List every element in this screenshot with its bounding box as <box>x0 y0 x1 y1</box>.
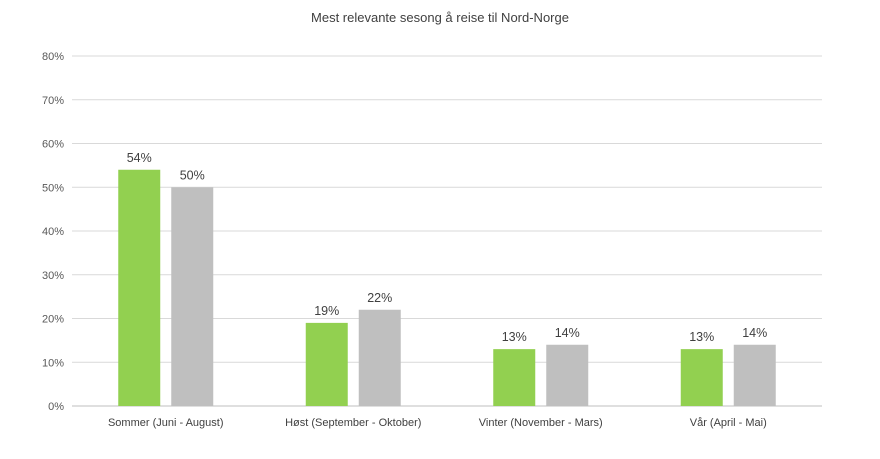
x-category-label: Sommer (Juni - August) <box>108 417 224 429</box>
data-label: 54% <box>127 151 152 165</box>
data-label: 14% <box>555 326 580 340</box>
x-category-label: Vår (April - Mai) <box>690 417 767 429</box>
y-tick-label: 40% <box>42 226 64 238</box>
chart-title: Mest relevante sesong å reise til Nord-N… <box>311 10 569 25</box>
y-tick-label: 70% <box>42 95 64 107</box>
bar-series2-2 <box>546 344 589 406</box>
bar-series1-2 <box>493 349 536 406</box>
data-label: 13% <box>502 330 527 344</box>
data-label: 19% <box>314 304 339 318</box>
bar-series1-3 <box>680 349 723 406</box>
y-tick-label: 20% <box>42 314 64 326</box>
x-axis-categories: Sommer (Juni - August) Høst (September - … <box>108 417 767 429</box>
y-tick-label: 50% <box>42 182 64 194</box>
bars <box>118 169 776 406</box>
bar-series2-1 <box>358 309 401 406</box>
data-labels: 54% 50% 19% 22% 13% 14% 13% 14% <box>127 151 768 344</box>
y-tick-label: 10% <box>42 357 64 369</box>
y-tick-label: 80% <box>42 51 64 63</box>
data-label: 14% <box>742 326 767 340</box>
bar-series2-3 <box>733 344 776 406</box>
data-label: 50% <box>180 168 205 182</box>
bar-series1-1 <box>305 322 348 406</box>
y-tick-label: 0% <box>48 401 64 413</box>
y-tick-label: 30% <box>42 270 64 282</box>
x-category-label: Vinter (November - Mars) <box>479 417 603 429</box>
bar-series2-0 <box>171 187 214 406</box>
y-axis-ticks: 0% 10% 20% 30% 40% 50% 60% 70% 80% <box>42 51 64 413</box>
x-category-label: Høst (September - Oktober) <box>285 417 421 429</box>
data-label: 22% <box>367 291 392 305</box>
data-label: 13% <box>689 330 714 344</box>
y-tick-label: 60% <box>42 139 64 151</box>
bar-series1-0 <box>118 169 161 406</box>
